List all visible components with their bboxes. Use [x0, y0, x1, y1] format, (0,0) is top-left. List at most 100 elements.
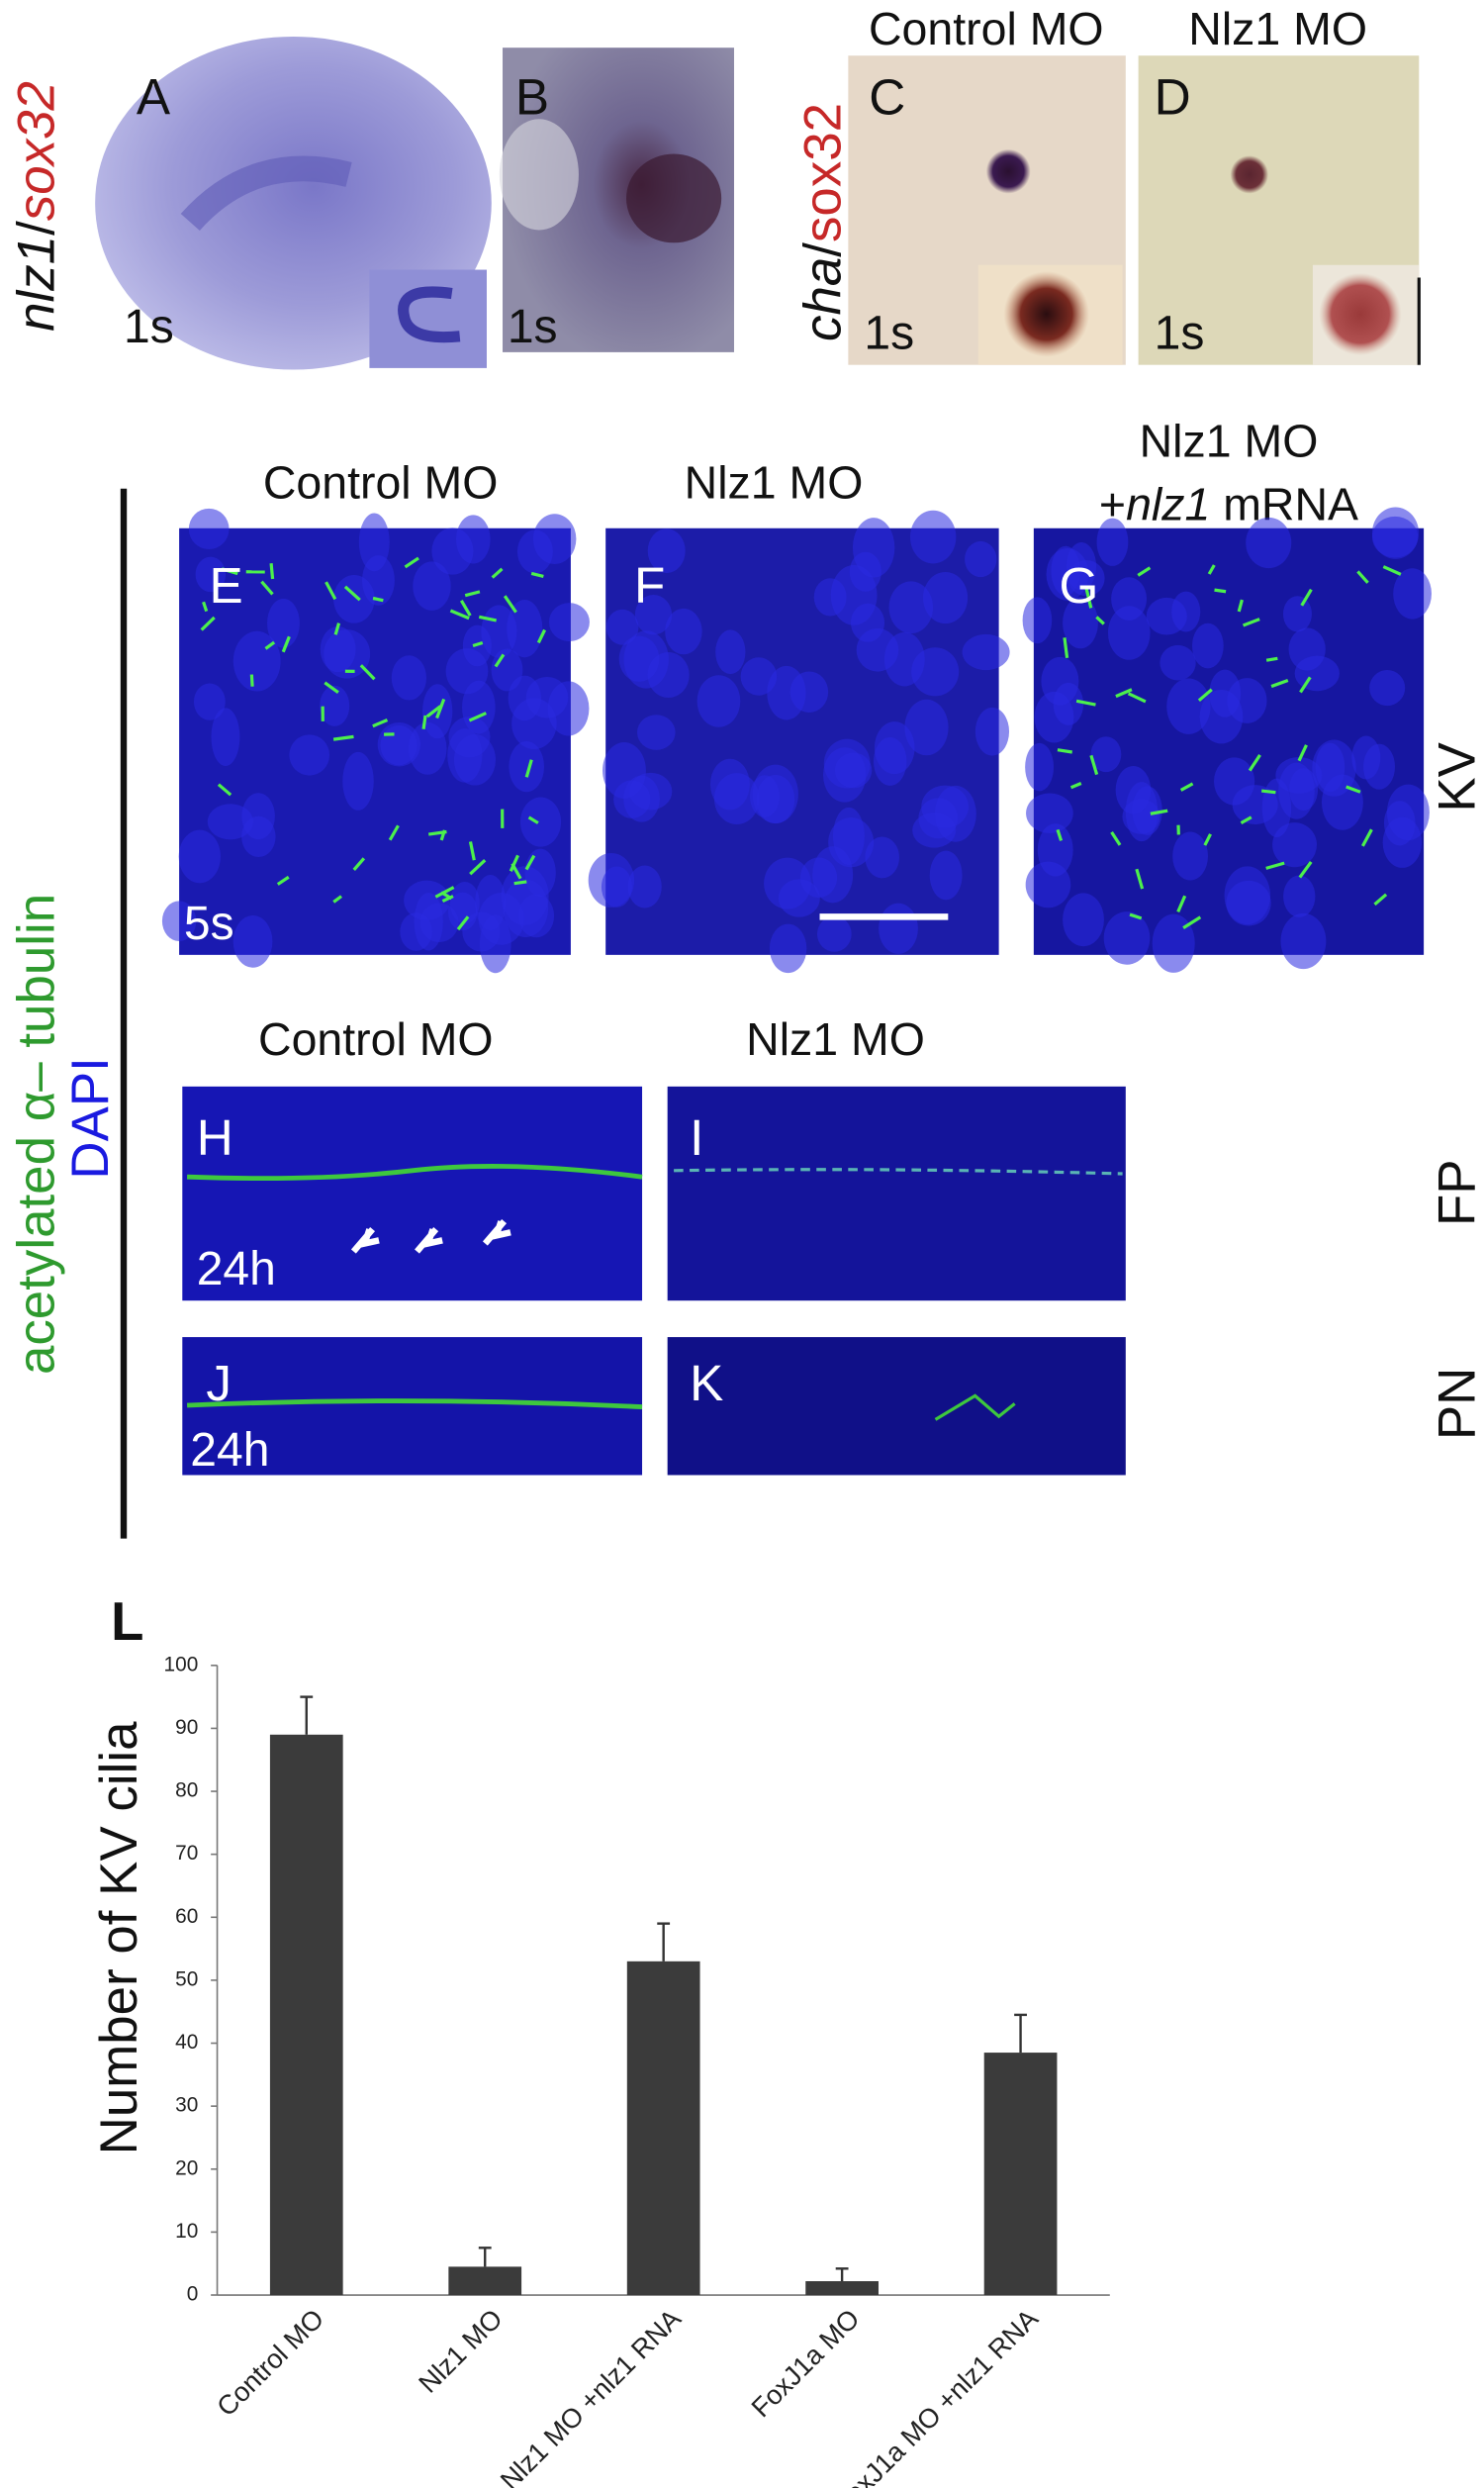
cilium	[1203, 833, 1212, 846]
nucleus	[320, 685, 350, 726]
bar	[626, 1961, 700, 2296]
header-part: nlz1	[1126, 479, 1210, 530]
cilium	[332, 895, 342, 904]
inset-stain	[1003, 271, 1089, 357]
cilium	[1345, 785, 1361, 794]
panel-letter: I	[690, 1109, 703, 1166]
cilium	[468, 841, 476, 861]
cilium	[200, 616, 216, 631]
nucleus	[195, 556, 227, 593]
stage-label: 1s	[1155, 307, 1205, 360]
nucleus	[627, 865, 662, 909]
cilium	[1300, 588, 1313, 607]
cilium	[404, 556, 419, 569]
nucleus	[479, 914, 511, 974]
x-tick-label: Nlz1 MO	[413, 2303, 509, 2399]
nucleus	[834, 752, 873, 789]
gene: sox32	[793, 103, 852, 242]
nucleus	[1111, 577, 1148, 621]
nucleus	[1026, 793, 1073, 833]
nucleus	[1096, 518, 1129, 566]
panel-letter: D	[1155, 68, 1191, 125]
cilium	[1360, 828, 1373, 847]
bar	[983, 2053, 1058, 2296]
cilium	[1057, 748, 1072, 754]
nucleus	[1371, 516, 1419, 558]
y-tick-label: 40	[175, 2031, 198, 2054]
cilium	[1150, 809, 1168, 815]
cilium	[1197, 688, 1213, 703]
nucleus	[1041, 656, 1079, 706]
cilium	[221, 567, 238, 576]
nucleus	[769, 923, 807, 974]
nucleus	[789, 671, 829, 713]
nucleus	[547, 681, 590, 736]
error-bar	[835, 2267, 849, 2282]
column-header: Control MO	[869, 3, 1104, 54]
cilium	[1135, 868, 1145, 890]
cilium	[494, 653, 506, 668]
y-tick-label: 30	[175, 2094, 198, 2117]
nucleus	[232, 915, 273, 968]
stage-label: 24h	[197, 1242, 276, 1295]
nucleus	[1090, 736, 1122, 773]
nucleus	[888, 581, 934, 634]
y-tick-label: 50	[175, 1967, 198, 1990]
nucleus	[422, 684, 453, 739]
cilium	[469, 859, 487, 876]
nucleus	[904, 699, 949, 756]
cilium	[1373, 893, 1388, 907]
nucleus	[1166, 678, 1211, 734]
nucleus	[1022, 597, 1053, 644]
nucleus	[532, 514, 577, 564]
panel-letter: E	[210, 557, 243, 614]
cilium	[459, 600, 472, 617]
cilium	[509, 854, 519, 872]
nucleus	[965, 540, 997, 578]
nucleus	[1280, 912, 1327, 970]
panel-letter: H	[197, 1109, 233, 1166]
column-header: Nlz1 MO	[746, 1013, 925, 1065]
cilium	[388, 824, 400, 841]
cilium	[249, 674, 254, 687]
x-tick-label: Control MO	[211, 2303, 329, 2422]
cilium	[325, 581, 337, 601]
cilia-band	[674, 1168, 1123, 1176]
stage-label: 1s	[508, 300, 558, 353]
stain	[180, 155, 352, 232]
cilium	[1299, 676, 1312, 694]
nucleus	[1224, 866, 1271, 925]
cilium	[524, 854, 536, 871]
y-tick-label: 90	[175, 1716, 198, 1739]
nucleus	[404, 880, 450, 920]
stage-label: 24h	[190, 1423, 269, 1477]
nucleus	[320, 625, 356, 673]
side-label: KV	[1428, 741, 1484, 812]
nucleus	[1051, 545, 1080, 596]
nucleus	[445, 648, 489, 695]
cilium	[1270, 679, 1289, 689]
cilium	[1260, 789, 1276, 795]
cilium	[464, 590, 481, 598]
cilia-band	[187, 1398, 643, 1409]
column-header: Nlz1 MO	[1188, 3, 1367, 54]
arrow	[415, 1227, 443, 1254]
nucleus	[1393, 568, 1432, 620]
nucleus	[207, 804, 253, 840]
stage-label: 1s	[124, 300, 174, 353]
cilium	[372, 596, 384, 603]
gene: nlz1	[7, 236, 65, 332]
column-header: +nlz1 mRNA	[1099, 479, 1358, 530]
nucleus	[974, 707, 1010, 756]
image-group	[182, 1086, 1126, 1476]
nucleus	[909, 510, 957, 564]
slash: /	[793, 242, 852, 257]
nucleus	[1272, 822, 1318, 868]
side-label: PN	[1428, 1368, 1484, 1440]
nucleus	[713, 773, 760, 824]
cilium	[276, 875, 290, 886]
nucleus	[161, 901, 197, 942]
nucleus	[696, 675, 741, 727]
y-tick-label: 0	[187, 2283, 199, 2306]
